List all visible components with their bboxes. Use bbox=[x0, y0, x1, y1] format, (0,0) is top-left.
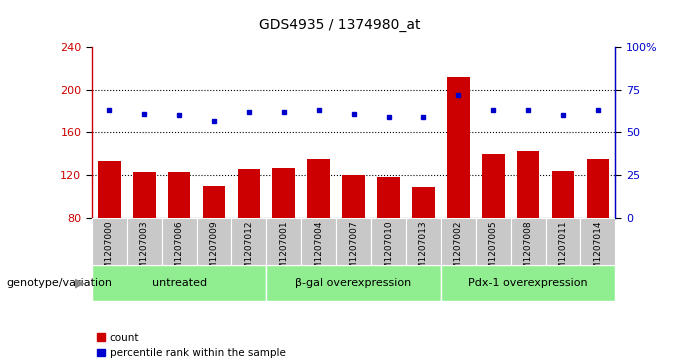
FancyBboxPatch shape bbox=[371, 218, 406, 265]
Bar bbox=[447, 77, 470, 218]
Bar bbox=[133, 172, 156, 218]
FancyBboxPatch shape bbox=[545, 218, 581, 265]
FancyBboxPatch shape bbox=[441, 218, 476, 265]
Text: GSM1207003: GSM1207003 bbox=[139, 220, 149, 281]
Text: GSM1207007: GSM1207007 bbox=[349, 220, 358, 281]
Legend: count, percentile rank within the sample: count, percentile rank within the sample bbox=[97, 333, 286, 358]
Bar bbox=[203, 186, 225, 218]
Text: GSM1207010: GSM1207010 bbox=[384, 220, 393, 281]
Bar bbox=[98, 161, 120, 218]
Bar bbox=[412, 187, 435, 218]
Bar bbox=[273, 168, 295, 218]
FancyBboxPatch shape bbox=[92, 218, 126, 265]
Text: GSM1207006: GSM1207006 bbox=[175, 220, 184, 281]
FancyBboxPatch shape bbox=[581, 218, 615, 265]
Text: GSM1207009: GSM1207009 bbox=[209, 220, 218, 281]
FancyBboxPatch shape bbox=[301, 218, 336, 265]
FancyBboxPatch shape bbox=[267, 218, 301, 265]
Text: GSM1207001: GSM1207001 bbox=[279, 220, 288, 281]
FancyBboxPatch shape bbox=[511, 218, 545, 265]
Bar bbox=[587, 159, 609, 218]
Bar bbox=[237, 169, 260, 218]
Text: GSM1207012: GSM1207012 bbox=[244, 220, 254, 281]
FancyBboxPatch shape bbox=[336, 218, 371, 265]
Text: ▶: ▶ bbox=[75, 277, 85, 290]
Text: GSM1207005: GSM1207005 bbox=[489, 220, 498, 281]
Bar bbox=[342, 175, 365, 218]
Text: GSM1207004: GSM1207004 bbox=[314, 220, 323, 281]
Text: Pdx-1 overexpression: Pdx-1 overexpression bbox=[469, 278, 588, 288]
Bar bbox=[377, 177, 400, 218]
FancyBboxPatch shape bbox=[231, 218, 267, 265]
Text: β-gal overexpression: β-gal overexpression bbox=[296, 278, 411, 288]
Text: GSM1207011: GSM1207011 bbox=[558, 220, 568, 281]
FancyBboxPatch shape bbox=[476, 218, 511, 265]
FancyBboxPatch shape bbox=[92, 265, 267, 301]
Text: untreated: untreated bbox=[152, 278, 207, 288]
FancyBboxPatch shape bbox=[441, 265, 615, 301]
Bar bbox=[551, 171, 575, 218]
Text: GDS4935 / 1374980_at: GDS4935 / 1374980_at bbox=[259, 18, 421, 32]
Bar bbox=[307, 159, 330, 218]
FancyBboxPatch shape bbox=[126, 218, 162, 265]
Text: GSM1207000: GSM1207000 bbox=[105, 220, 114, 281]
Bar bbox=[168, 172, 190, 218]
FancyBboxPatch shape bbox=[267, 265, 441, 301]
FancyBboxPatch shape bbox=[197, 218, 231, 265]
Text: GSM1207008: GSM1207008 bbox=[524, 220, 532, 281]
FancyBboxPatch shape bbox=[162, 218, 197, 265]
Text: GSM1207014: GSM1207014 bbox=[594, 220, 602, 281]
Text: genotype/variation: genotype/variation bbox=[7, 278, 113, 288]
Bar bbox=[482, 154, 505, 218]
Text: GSM1207013: GSM1207013 bbox=[419, 220, 428, 281]
Text: GSM1207002: GSM1207002 bbox=[454, 220, 463, 281]
Bar bbox=[517, 151, 539, 218]
FancyBboxPatch shape bbox=[406, 218, 441, 265]
